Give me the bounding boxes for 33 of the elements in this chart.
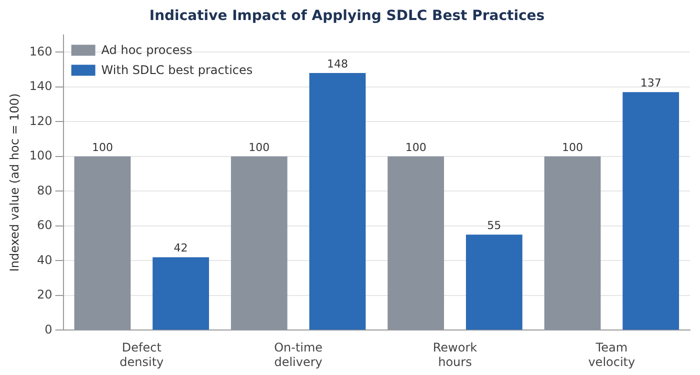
data-label: 100: [248, 140, 270, 154]
y-tick-label: 0: [44, 322, 52, 336]
legend-label: Ad hoc process: [101, 42, 192, 57]
x-tick-label: Defect density: [120, 340, 164, 369]
bar: [230, 156, 288, 330]
bar: [309, 73, 366, 330]
y-tick-label: 160: [29, 44, 52, 58]
data-label: 137: [640, 76, 662, 90]
y-tick-label: 100: [29, 148, 52, 163]
data-label: 100: [405, 140, 426, 154]
bar: [622, 92, 680, 330]
bar: [466, 234, 522, 330]
y-tick-label: 120: [29, 114, 52, 128]
y-tick-label: 140: [29, 79, 52, 94]
data-label: 148: [326, 57, 348, 70]
bar: [544, 156, 601, 330]
x-tick-label: Team velocity: [588, 340, 636, 369]
y-tick-label: 80: [37, 183, 52, 198]
y-axis-title: Indexed value (ad hoc = 100): [7, 93, 22, 272]
bar: [388, 156, 444, 330]
chart-title: Indicative Impact of Applying SDLC Best Practices: [149, 8, 545, 24]
legend-label: With SDLC best practices: [101, 62, 253, 77]
data-label: 100: [92, 140, 113, 154]
x-tick-label: Rework hours: [432, 340, 478, 369]
y-tick-label: 40: [37, 252, 52, 267]
data-label: 42: [174, 242, 188, 255]
bar: [74, 156, 131, 330]
y-tick-label: 60: [37, 218, 52, 232]
data-label: 100: [562, 140, 583, 154]
x-tick-label: On-time delivery: [274, 340, 323, 369]
data-label: 55: [487, 218, 502, 232]
y-tick-label: 20: [37, 288, 52, 302]
bar: [152, 257, 210, 330]
